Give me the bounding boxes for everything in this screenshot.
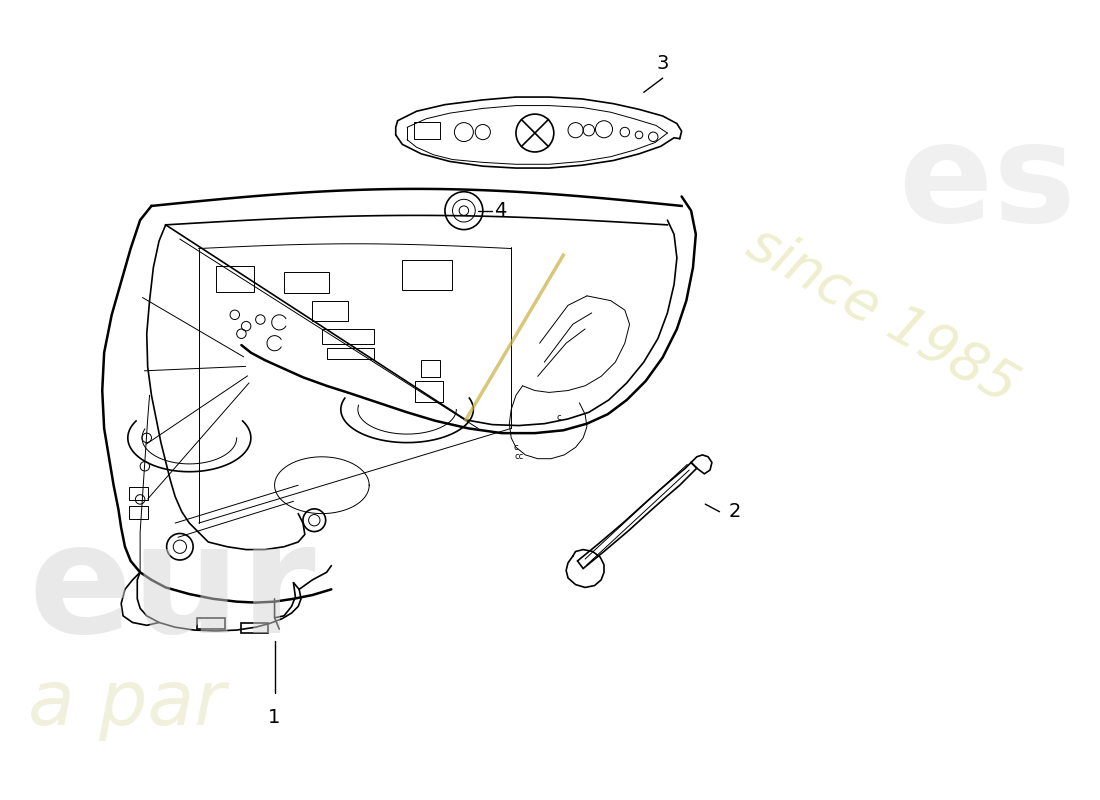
Text: since 1985: since 1985 <box>738 216 1027 414</box>
Text: eur: eur <box>29 516 316 665</box>
Bar <box>421 360 440 378</box>
Text: a par: a par <box>29 667 226 741</box>
Bar <box>327 348 374 359</box>
Bar <box>415 381 443 402</box>
Bar <box>403 260 452 290</box>
Text: 3: 3 <box>657 54 669 74</box>
Bar <box>322 329 374 344</box>
Text: 4: 4 <box>494 201 507 220</box>
Text: c: c <box>514 443 518 452</box>
Bar <box>241 623 268 633</box>
Text: cc: cc <box>514 452 524 462</box>
Bar <box>216 266 254 292</box>
Text: 1: 1 <box>268 708 280 726</box>
Bar <box>284 272 330 293</box>
Bar <box>312 301 349 322</box>
Bar <box>414 122 440 138</box>
Bar <box>129 506 147 519</box>
Text: es: es <box>900 116 1076 251</box>
Bar <box>197 618 226 629</box>
Text: c: c <box>557 413 561 422</box>
Bar <box>129 487 147 500</box>
Text: 2: 2 <box>729 502 741 522</box>
